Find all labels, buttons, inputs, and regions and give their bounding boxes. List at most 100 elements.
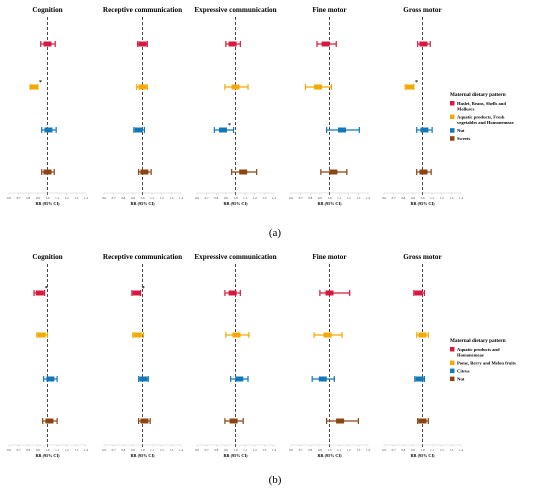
rr-point [232, 332, 241, 338]
x-tick-label: 0.7 [299, 196, 303, 200]
rr-point [414, 290, 423, 296]
legend-label: Nut [457, 128, 465, 133]
x-tick-label: 0.8 [26, 196, 30, 200]
legend-label: Aquatic products, Fresh vegetables and Ho… [457, 115, 514, 126]
x-tick-label: 1.4 [84, 196, 88, 200]
rr-point [325, 290, 334, 296]
legend-swatch [450, 360, 455, 366]
x-tick-label: 1.0 [234, 448, 238, 452]
legend-swatch [450, 136, 455, 141]
x-axis-label: RR (95% CI) [36, 453, 61, 458]
x-tick-label: 1.1 [243, 196, 247, 200]
forest-panel: Cognition 0.6 0.7 0.8 0.9 1.0 1.1 1.2 1.3 1.4 RR (… [7, 253, 88, 458]
x-tick-label: 0.8 [214, 196, 218, 200]
x-tick-label: 1.0 [141, 448, 145, 452]
x-tick-label: 1.2 [440, 196, 444, 200]
x-axis-label: RR (95% CI) [411, 453, 436, 458]
rr-point [336, 418, 345, 424]
rr-point [45, 418, 54, 424]
x-tick-label: 1.3 [74, 448, 78, 452]
x-tick-label: 1.1 [337, 196, 341, 200]
forest-panel: Fine motor 0.6 0.7 0.8 0.9 1.0 1.1 1.2 1.3 1.4 RR … [289, 253, 370, 458]
rr-point [338, 127, 347, 133]
forest-panel: Gross motor 0.6 0.7 0.8 0.9 1.0 1.1 1.2 1.3 1.4 RR… [382, 253, 463, 458]
forest-panel: Receptive communication 0.6 0.7 0.8 0.9 1.0 1.… [102, 253, 183, 458]
rr-point [415, 376, 424, 382]
x-tick-label: 0.6 [289, 196, 293, 200]
x-tick-label: 1.0 [46, 196, 50, 200]
x-tick-label: 0.6 [289, 448, 293, 452]
panel-title: Receptive communication [103, 253, 182, 261]
x-tick-label: 1.2 [253, 448, 257, 452]
legend-title: Maternal dietary pattern [450, 338, 506, 344]
x-tick-label: 0.7 [392, 196, 396, 200]
x-tick-label: 0.7 [299, 448, 303, 452]
significance-marker: * [45, 286, 48, 292]
rr-point [30, 84, 39, 90]
rr-point [138, 84, 147, 90]
x-axis-label: RR (95% CI) [36, 201, 61, 206]
x-tick-label: 1.2 [253, 196, 257, 200]
x-tick-label: 0.6 [102, 448, 106, 452]
x-tick-label: 1.1 [430, 196, 434, 200]
x-tick-label: 1.3 [169, 196, 173, 200]
x-tick-label: 1.3 [356, 196, 360, 200]
x-tick-label: 0.8 [308, 196, 312, 200]
forest-figure-a: Cognition 0.6 0.7 0.8 0.9 1.0 1.1 1.2 1.3 1.4 RR (… [7, 6, 514, 239]
x-tick-label: 1.1 [430, 448, 434, 452]
rr-point [318, 376, 327, 382]
x-tick-label: 0.9 [224, 448, 228, 452]
rr-point [313, 84, 322, 90]
x-tick-label: 1.2 [160, 448, 164, 452]
x-tick-label: 0.9 [131, 448, 135, 452]
x-axis-label: RR (95% CI) [411, 201, 436, 206]
x-tick-label: 0.7 [17, 448, 21, 452]
legend-label: Pome, Berry and Melon fruits [457, 361, 516, 366]
x-axis-label: RR (95% CI) [224, 453, 249, 458]
x-tick-label: 0.9 [131, 196, 135, 200]
x-tick-label: 0.6 [102, 196, 106, 200]
x-tick-label: 1.0 [141, 196, 145, 200]
x-tick-label: 0.7 [112, 448, 116, 452]
x-tick-label: 1.4 [459, 196, 463, 200]
x-tick-label: 1.2 [440, 448, 444, 452]
x-tick-label: 1.0 [46, 448, 50, 452]
rr-point [46, 376, 55, 382]
legend-label: Citrus [457, 369, 470, 374]
x-tick-label: 1.4 [272, 448, 276, 452]
x-axis-label: RR (95% CI) [131, 201, 156, 206]
x-tick-label: 1.4 [272, 196, 276, 200]
x-tick-label: 0.9 [411, 448, 415, 452]
legend-label: Haslet, Beans, Shells and Molluscs [457, 101, 506, 112]
x-tick-label: 1.2 [347, 448, 351, 452]
x-tick-label: 0.9 [411, 196, 415, 200]
panel-title: Fine motor [312, 253, 347, 261]
x-tick-label: 1.4 [84, 448, 88, 452]
rr-point [140, 418, 149, 424]
x-tick-label: 1.4 [459, 448, 463, 452]
subfigure-label: (a) [269, 227, 282, 239]
x-tick-label: 0.8 [401, 196, 405, 200]
x-tick-label: 1.4 [366, 448, 370, 452]
rr-point [133, 332, 142, 338]
legend-label: Sweets [457, 136, 470, 141]
legend: Maternal dietary pattern Aquatic products… [450, 338, 516, 382]
x-tick-label: 1.2 [65, 448, 69, 452]
x-tick-label: 1.3 [262, 196, 266, 200]
x-tick-label: 1.0 [421, 196, 425, 200]
subfigure-label: (b) [269, 474, 282, 486]
x-tick-label: 1.2 [65, 196, 69, 200]
x-axis-label: RR (95% CI) [224, 201, 249, 206]
x-tick-label: 1.0 [328, 448, 332, 452]
forest-panel: Gross motor 0.6 0.7 0.8 0.9 1.0 1.1 1.2 1.3 1.4 RR… [382, 6, 463, 206]
panel-title: Gross motor [403, 6, 442, 14]
x-tick-label: 0.6 [382, 448, 386, 452]
x-tick-label: 0.6 [7, 448, 11, 452]
x-tick-label: 0.8 [401, 448, 405, 452]
rr-point [35, 290, 44, 296]
rr-point [231, 84, 240, 90]
x-tick-label: 0.6 [7, 196, 11, 200]
x-tick-label: 1.4 [179, 196, 183, 200]
rr-point [418, 332, 427, 338]
